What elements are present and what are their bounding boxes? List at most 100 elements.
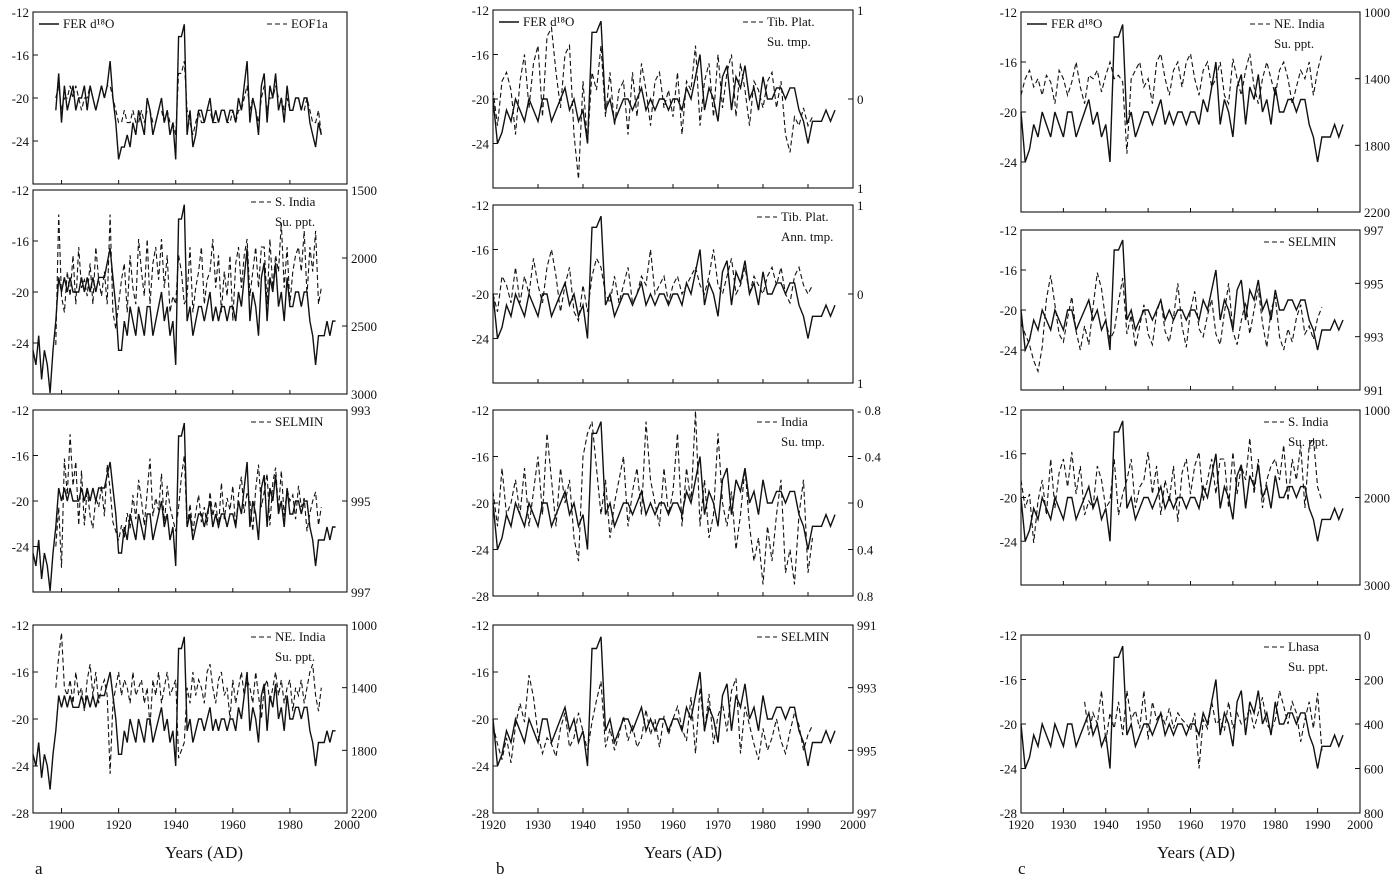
panel-a-1-left-tick-label: -16 <box>12 48 30 63</box>
panel-c-4-left-tick-label: -24 <box>1000 762 1018 777</box>
panel-b-1-left-tick-label: -24 <box>472 137 490 152</box>
panel-c-1-left-tick-label: -24 <box>1000 155 1018 170</box>
panel-c-3-left-tick-label: -24 <box>1000 534 1018 549</box>
panel-a-4-x-tick-label: 1940 <box>163 817 189 832</box>
panel-a-2-right-tick-label: 1500 <box>351 183 377 198</box>
panel-c-4-x-tick-label: 1920 <box>1008 817 1034 832</box>
panel-b-3-left-tick-label: -12 <box>472 403 489 418</box>
panel-a-2-left-tick-label: -20 <box>12 285 29 300</box>
panel-b-3-legend-label: India <box>781 414 808 429</box>
panel-b-1-right-tick-label: 1 <box>857 181 864 196</box>
x-axis-title-b: Years (AD) <box>644 843 722 862</box>
panel-c-2-series-fer-d18o-line <box>1020 239 1344 353</box>
panel-c-4-x-tick-label: 1970 <box>1220 817 1246 832</box>
panel-a-4-x-tick-label: 1920 <box>106 817 132 832</box>
panel-c-4-x-tick-label: 1960 <box>1178 817 1204 832</box>
panel-b-1-legend-label: FER d¹⁸O <box>523 14 574 29</box>
panel-c-2-right-tick-label: 993 <box>1364 330 1384 345</box>
panel-b-3-right-tick-label: 0.8 <box>857 589 873 604</box>
panel-c-4-x-tick-label: 1950 <box>1135 817 1161 832</box>
panel-c-4-series-fer-d18o-line <box>1020 645 1344 769</box>
panel-a-3-legend-label: SELMIN <box>275 414 324 429</box>
panel-a-3-series-fer-d18o-line <box>32 422 336 592</box>
panel-b-4-x-tick-label: 1940 <box>570 817 596 832</box>
panel-c-3-legend-label: S. India <box>1288 414 1329 429</box>
panel-b-4-left-tick-label: -16 <box>472 665 490 680</box>
panel-b-4-right-tick-label: 995 <box>857 743 877 758</box>
panel-a-3-left-tick-label: -20 <box>12 494 29 509</box>
panel-b-4-x-tick-label: 1980 <box>750 817 776 832</box>
panel-a-2-left-tick-label: -12 <box>12 183 29 198</box>
panel-b-2-right-tick-label: 1 <box>857 198 864 213</box>
panel-a-1-left-tick-label: -24 <box>12 134 30 149</box>
panel-a-2-left-tick-label: -16 <box>12 234 30 249</box>
panel-c-1-left-tick-label: -16 <box>1000 55 1018 70</box>
panel-c-4-right-tick-label: 200 <box>1364 673 1384 688</box>
panel-a-2-right-tick-label: 2000 <box>351 251 377 266</box>
panel-a-4-x-tick-label: 2000 <box>334 817 360 832</box>
panel-c-2-right-tick-label: 995 <box>1364 276 1384 291</box>
panel-b-4-x-tick-label: 2000 <box>840 817 866 832</box>
panel-b-3-left-tick-label: -24 <box>472 543 490 558</box>
panel-a-4-left-tick-label: -28 <box>12 806 29 821</box>
panel-a-4-right-tick-label: 1400 <box>351 681 377 696</box>
panel-a-4-legend-label: NE. India <box>275 629 326 644</box>
panel-c-2-left-tick-label: -12 <box>1000 223 1017 238</box>
panel-b-4-right-tick-label: 991 <box>857 618 877 633</box>
panel-b-4-right-tick-label: 997 <box>857 806 877 821</box>
panel-a-3-right-tick-label: 997 <box>351 585 371 600</box>
panel-c-4-right-tick-label: 0 <box>1364 628 1371 643</box>
panel-b-3-left-tick-label: -28 <box>472 589 489 604</box>
panel-a-2-legend-label: S. India <box>275 194 316 209</box>
panel-b-3-left-tick-label: -16 <box>472 450 490 465</box>
panel-c-1-legend-label: FER d¹⁸O <box>1051 16 1102 31</box>
panel-a-1-legend-label: EOF1a <box>291 16 328 31</box>
panel-b-1-right-tick-label: 0 <box>857 92 864 107</box>
panel-b-3-legend-label: Su. tmp. <box>781 434 825 449</box>
panel-a-3-series-comparison-line <box>55 434 322 568</box>
panel-c-1-left-tick-label: -12 <box>1000 5 1017 20</box>
panel-b-1-series-comparison-line <box>492 25 813 180</box>
panel-b-4-left-tick-label: -12 <box>472 618 489 633</box>
panel-c-2-legend-label: SELMIN <box>1288 234 1337 249</box>
panel-c-3-left-tick-label: -16 <box>1000 447 1018 462</box>
panel-c-4-x-tick-label: 1990 <box>1305 817 1331 832</box>
panel-c-4-right-tick-label: 400 <box>1364 717 1384 732</box>
panel-c-1-right-tick-label: 1000 <box>1364 5 1390 20</box>
x-axis-title-c: Years (AD) <box>1157 843 1235 862</box>
panel-a-4-x-tick-label: 1980 <box>277 817 303 832</box>
panel-a-3-left-tick-label: -12 <box>12 403 29 418</box>
panel-c-2-right-tick-label: 997 <box>1364 223 1384 238</box>
panel-b-2-legend-label: Tib. Plat. <box>781 209 829 224</box>
panel-b-4-x-tick-label: 1930 <box>525 817 551 832</box>
panel-c-1-right-tick-label: 1800 <box>1364 138 1390 153</box>
panel-b-3-right-tick-label: - 0.8 <box>857 403 881 418</box>
panel-b-4-left-tick-label: -28 <box>472 806 489 821</box>
panel-c-2-left-tick-label: -16 <box>1000 263 1018 278</box>
panel-c-3-left-tick-label: -12 <box>1000 403 1017 418</box>
panel-c-3-series-comparison-line <box>1020 436 1323 544</box>
panel-c-4-x-tick-label: 1940 <box>1093 817 1119 832</box>
panel-a-4-left-tick-label: -16 <box>12 665 30 680</box>
panel-a-1-series-comparison-line <box>55 60 322 136</box>
panel-a-1-series-fer-d18o-line <box>55 24 322 160</box>
panel-c-4-right-tick-label: 800 <box>1364 806 1384 821</box>
panel-b-4-legend-label: SELMIN <box>781 629 830 644</box>
panel-c-2-left-tick-label: -24 <box>1000 343 1018 358</box>
panel-b-3-series-fer-d18o-line <box>492 421 836 550</box>
panel-b-4-left-tick-label: -20 <box>472 712 489 727</box>
panel-c-4-legend-label: Su. ppt. <box>1288 659 1328 674</box>
panel-a-3-left-tick-label: -16 <box>12 449 30 464</box>
panel-a-4-left-tick-label: -20 <box>12 712 29 727</box>
panel-c-4-x-tick-label: 1980 <box>1262 817 1288 832</box>
panel-a-1-left-tick-label: -12 <box>12 5 29 20</box>
panel-b-3-right-tick-label: 0 <box>857 496 864 511</box>
panel-a-1-left-tick-label: -20 <box>12 91 29 106</box>
panel-b-2-left-tick-label: -20 <box>472 287 489 302</box>
panel-a-4-left-tick-label: -24 <box>12 759 30 774</box>
panel-c-1-right-tick-label: 1400 <box>1364 72 1390 87</box>
panel-c-1-series-fer-d18o-line <box>1020 24 1344 163</box>
panel-c-3-right-tick-label: 3000 <box>1364 578 1390 593</box>
panel-a-3-left-tick-label: -24 <box>12 540 30 555</box>
panel-b-1-left-tick-label: -12 <box>472 3 489 18</box>
